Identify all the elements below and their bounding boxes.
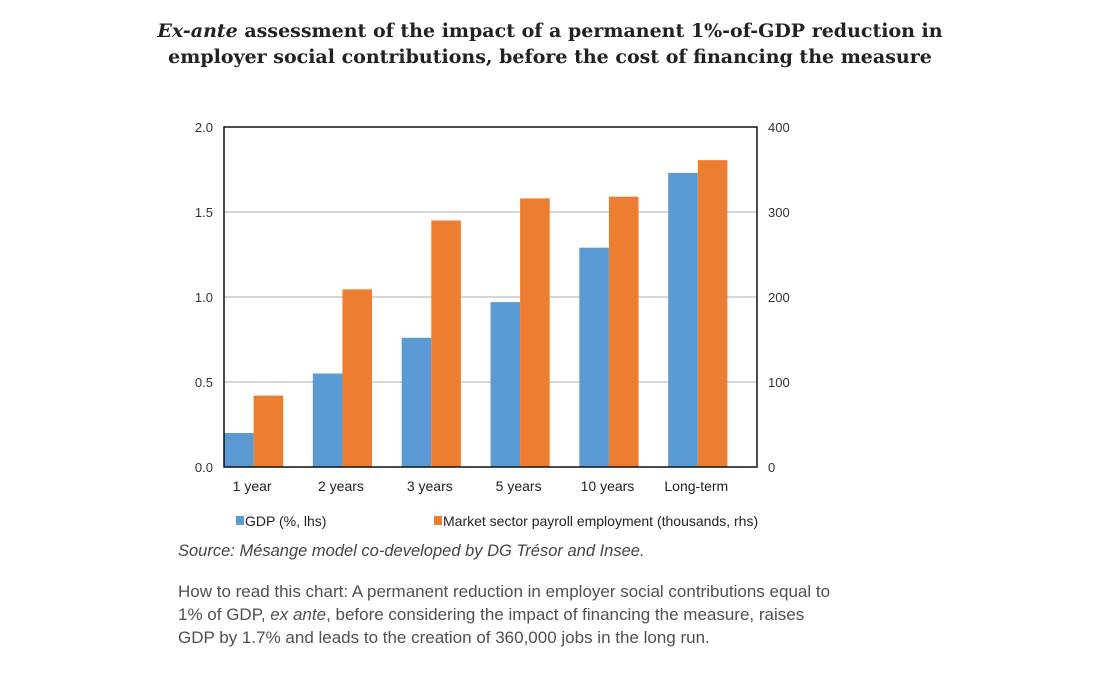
right-tick-label: 400: [768, 120, 790, 135]
howto-text-1: How to read this chart: A permanent redu…: [178, 582, 831, 624]
legend-swatch-employment: [434, 516, 442, 525]
x-tick-label: 5 years: [496, 478, 542, 494]
bar-employment: [253, 395, 284, 467]
legend-swatch-gdp: [236, 516, 244, 525]
chart-title: Ex-ante assessment of the impact of a pe…: [150, 18, 950, 70]
x-tick-label: 10 years: [581, 478, 635, 494]
left-tick-label: 2.0: [195, 120, 213, 135]
x-tick-label: 3 years: [407, 478, 453, 494]
source-note: Source: Mésange model co-developed by DG…: [178, 542, 645, 560]
bar-employment: [608, 196, 639, 467]
bar-gdp: [312, 373, 343, 467]
x-tick-label: Long-term: [664, 478, 728, 494]
right-tick-label: 300: [768, 205, 790, 220]
howto-text-2: , before considering the impact of finan…: [178, 605, 805, 647]
bar-employment: [697, 160, 728, 467]
chart-title-rest: assessment of the impact of a permanent …: [168, 20, 943, 68]
left-tick-label: 0.0: [195, 460, 213, 475]
plot-frame: [223, 126, 758, 468]
chart-title-italic: Ex-ante: [157, 20, 238, 42]
howto-italic: ex ante: [270, 605, 327, 624]
bar-gdp: [579, 247, 609, 467]
x-tick-label: 2 years: [318, 478, 364, 494]
bar-gdp: [401, 337, 432, 467]
left-tick-label: 0.5: [195, 375, 213, 390]
bar-gdp: [668, 172, 698, 467]
bar-employment: [520, 198, 550, 467]
right-tick-label: 100: [768, 375, 790, 390]
left-tick-label: 1.0: [195, 290, 213, 305]
legend-label: GDP (%, lhs): [245, 513, 326, 529]
right-tick-label: 0: [768, 460, 775, 475]
right-tick-label: 200: [768, 290, 790, 305]
bar-employment: [431, 220, 461, 467]
bar-employment: [342, 289, 373, 467]
x-tick-label: 1 year: [233, 478, 272, 494]
left-tick-label: 1.5: [195, 205, 213, 220]
legend-label: Market sector payroll employment (thousa…: [443, 513, 758, 529]
bar-gdp: [224, 433, 254, 467]
how-to-read-note: How to read this chart: A permanent redu…: [178, 580, 838, 649]
bar-gdp: [490, 302, 521, 467]
